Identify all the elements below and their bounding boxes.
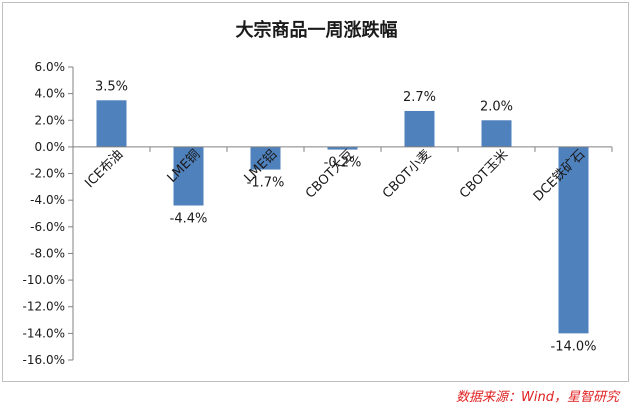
y-tick-label: -12.0%	[23, 300, 65, 314]
source-note: 数据来源：Wind，星智研究	[456, 390, 619, 405]
data-label: -1.7%	[247, 176, 285, 191]
y-tick-label: -2.0%	[30, 167, 65, 181]
data-label: -14.0%	[551, 339, 597, 354]
y-tick-label: 6.0%	[35, 60, 66, 74]
y-tick-label: -4.0%	[30, 193, 65, 207]
y-tick-label: -14.0%	[23, 326, 65, 340]
y-tick-label: 0.0%	[35, 140, 66, 154]
y-tick-label: -6.0%	[30, 220, 65, 234]
data-label: -4.4%	[170, 212, 208, 227]
bar	[327, 146, 358, 150]
bar	[404, 110, 435, 147]
data-label: -0.2%	[324, 156, 362, 171]
category-label: ICE布油	[82, 147, 126, 191]
y-tick-label: 2.0%	[35, 113, 66, 127]
bar	[96, 100, 127, 147]
category-label: CBOT小麦	[380, 147, 434, 201]
category-label: CBOT玉米	[457, 147, 511, 201]
bar	[558, 146, 589, 334]
bar	[481, 120, 512, 147]
bar	[250, 146, 281, 170]
y-tick-label: -16.0%	[23, 353, 65, 367]
data-label: 2.7%	[403, 90, 436, 105]
bar	[173, 146, 204, 206]
data-label: 3.5%	[95, 79, 128, 94]
y-tick-label: -10.0%	[23, 273, 65, 287]
chart-title: 大宗商品一周涨跌幅	[235, 20, 398, 41]
data-label: 2.0%	[480, 99, 513, 114]
y-tick-label: -8.0%	[30, 246, 65, 260]
y-tick-label: 4.0%	[35, 87, 66, 101]
chart-frame	[2, 2, 629, 382]
